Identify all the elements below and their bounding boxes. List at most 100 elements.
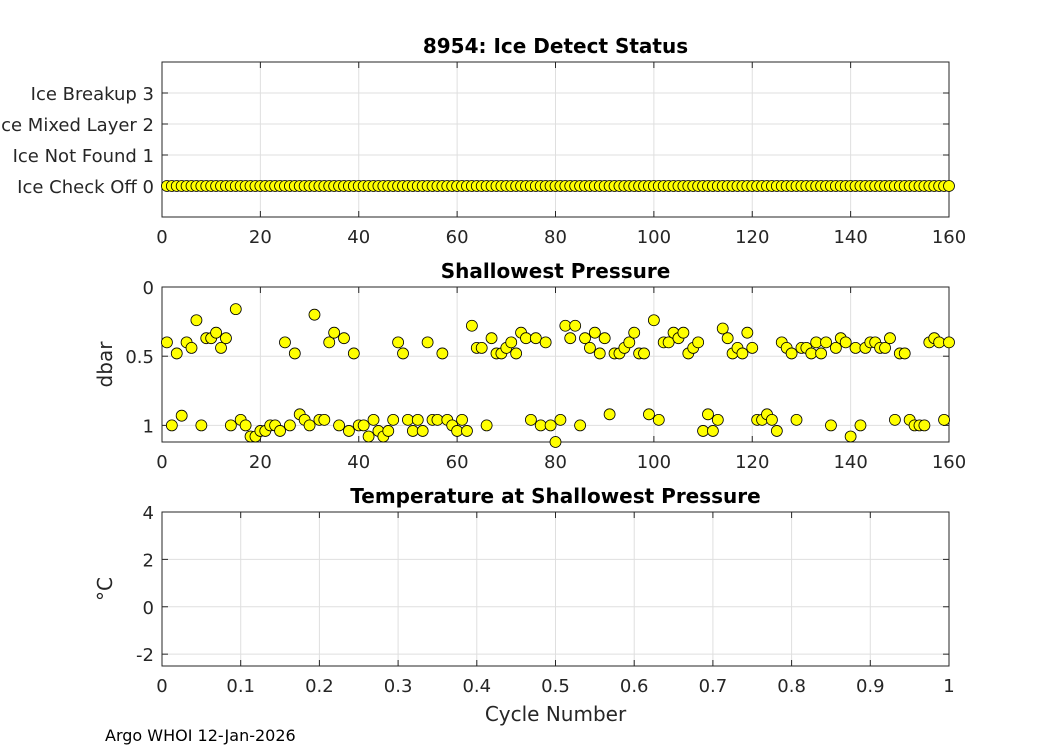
x-tick-label: 0.8 — [777, 676, 806, 697]
x-tick-label: 100 — [637, 452, 671, 473]
x-tick-label: 0.1 — [226, 676, 255, 697]
data-point — [588, 326, 601, 339]
data-point — [736, 347, 749, 360]
data-point — [888, 413, 901, 426]
data-point — [328, 326, 341, 339]
data-point — [574, 419, 586, 432]
footer-credit: Argo WHOI 12-Jan-2026 — [105, 726, 296, 745]
data-point — [579, 332, 591, 345]
y-tick-label: 0.5 — [125, 347, 154, 368]
data-point — [544, 419, 557, 432]
x-tick-label: 0.2 — [305, 676, 334, 697]
data-point — [283, 419, 296, 432]
data-point — [598, 332, 611, 345]
x-tick-label: 140 — [833, 452, 867, 473]
y-tick-label: -2 — [136, 645, 154, 666]
data-point — [623, 336, 636, 349]
x-tick-label: 20 — [249, 452, 272, 473]
data-point — [480, 419, 493, 432]
data-point — [323, 336, 336, 349]
ice-status-chart: 0 20 40 60 80 100 120 140 160 Ice Check Off 0 Ice … — [0, 34, 966, 248]
data-point — [785, 347, 798, 360]
x-axis-label: Cycle Number — [485, 702, 627, 726]
y-tick-label: 4 — [143, 503, 154, 524]
data-point — [343, 425, 355, 437]
x-tick-label: 0 — [156, 676, 167, 697]
x-tick-label: 100 — [637, 227, 671, 248]
data-point — [190, 314, 203, 327]
x-tick-label: 0.3 — [384, 676, 413, 697]
y-tick-label: 0 — [143, 598, 154, 619]
data-point — [702, 408, 714, 421]
x-tick-label: 120 — [735, 452, 769, 473]
x-tick-label: 40 — [347, 227, 370, 248]
data-point — [534, 419, 547, 432]
chart-title: Temperature at Shallowest Pressure — [350, 484, 760, 508]
data-point — [485, 332, 498, 345]
data-point — [387, 413, 400, 426]
x-tick-label: 140 — [833, 227, 867, 248]
x-tick-label: 80 — [544, 227, 567, 248]
data-point — [362, 430, 375, 443]
x-tick-label: 160 — [932, 227, 966, 248]
data-point — [525, 413, 537, 426]
x-tick-label: 60 — [446, 452, 469, 473]
data-point — [593, 347, 606, 360]
data-point — [392, 336, 405, 349]
data-point — [161, 336, 173, 349]
x-tick-label: 1 — [943, 676, 954, 697]
temperature-chart: 0 0.1 0.2 0.3 0.4 0.5 0.6 0.7 0.8 0.9 1-2024Temper… — [93, 484, 955, 726]
data-point — [898, 347, 911, 360]
data-point — [318, 413, 331, 426]
data-point — [647, 314, 660, 327]
data-point — [195, 419, 208, 432]
x-tick-label: 0 — [156, 227, 167, 248]
y-tick-label: Ice Mixed Layer 2 — [0, 115, 154, 136]
data-point — [584, 341, 596, 354]
data-point — [436, 347, 449, 360]
data-point — [815, 347, 828, 360]
data-point — [879, 341, 891, 354]
data-point — [461, 425, 473, 437]
data-point — [643, 408, 655, 421]
x-tick-label: 40 — [347, 452, 370, 473]
y-axis-label: dbar — [93, 341, 117, 388]
shallowest-pressure-chart: 0 20 40 60 80 100 120 140 160 0 0.5 1 Shallowest Pre… — [93, 259, 966, 473]
data-point — [402, 413, 414, 426]
data-point — [520, 332, 532, 345]
data-point — [175, 409, 188, 422]
data-point — [185, 341, 198, 354]
y-tick-label: Ice Breakup 3 — [31, 84, 154, 105]
data-point — [603, 408, 616, 421]
data-point — [839, 336, 852, 349]
data-point — [697, 425, 709, 437]
data-point — [805, 347, 818, 360]
data-point — [938, 413, 950, 426]
data-point — [465, 319, 478, 332]
data-point — [854, 419, 867, 432]
data-point — [746, 341, 759, 354]
x-tick-label: 0 — [156, 452, 167, 473]
data-point — [716, 322, 729, 335]
data-point — [770, 425, 783, 437]
data-point — [943, 180, 955, 192]
data-point — [505, 336, 518, 349]
data-point — [844, 430, 857, 443]
x-tick-label: 80 — [544, 452, 567, 473]
x-tick-label: 0.4 — [462, 676, 491, 697]
data-point — [849, 341, 862, 354]
data-point — [933, 336, 946, 349]
y-tick-label: 2 — [143, 550, 154, 571]
data-point — [170, 347, 183, 360]
data-point — [652, 413, 665, 426]
data-point — [529, 332, 542, 345]
data-point — [357, 419, 370, 432]
x-tick-label: 60 — [446, 227, 469, 248]
data-point — [549, 436, 562, 448]
data-point — [165, 419, 178, 432]
data-point — [918, 419, 931, 432]
data-point — [451, 425, 464, 437]
data-point — [215, 341, 227, 354]
data-point — [421, 336, 434, 349]
data-point — [510, 347, 523, 360]
